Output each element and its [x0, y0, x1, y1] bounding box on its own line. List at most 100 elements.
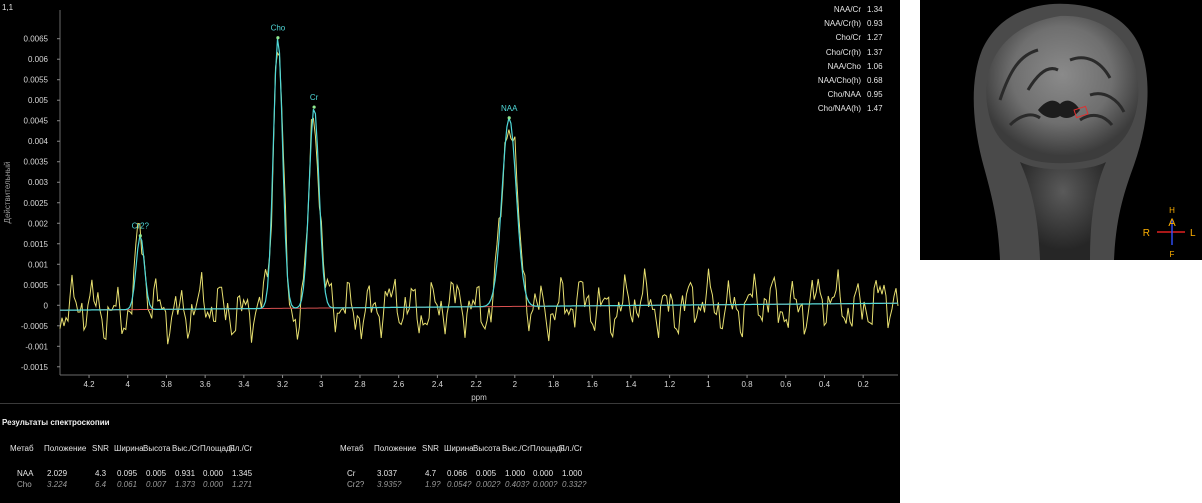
x-tick-label: 1	[706, 380, 711, 389]
x-tick-label: 0.2	[858, 380, 870, 389]
spectrum-chart[interactable]: -0.0015 -0.001 -0.0005 0 0.0005 0.001 0.0015 0.…	[0, 0, 900, 403]
peak-label: Cr	[310, 93, 319, 102]
results-cell: 6.4	[95, 480, 107, 489]
x-tick-label: 3	[319, 380, 324, 389]
results-cell: 3.037	[377, 469, 398, 478]
results-header-cell: Метаб	[10, 444, 34, 453]
results-header-cell: Ширина	[114, 444, 144, 453]
results-header-cell: Метаб	[340, 444, 364, 453]
results-cell: 4.7	[425, 469, 437, 478]
results-cell: 1.345	[232, 469, 253, 478]
ratio-row: NAA/Cr 1.34	[760, 3, 897, 17]
brain-sulci	[998, 48, 1126, 127]
results-cell: 1.9?	[425, 480, 441, 489]
results-cell: 0.066	[447, 469, 468, 478]
voxel-box[interactable]	[1073, 105, 1089, 119]
spectroscopy-viewer: -0.0015 -0.001 -0.0005 0 0.0005 0.001 0.0015 0.…	[0, 0, 900, 503]
results-title: Результаты спектроскопии	[2, 418, 110, 427]
x-tick-label: 1.8	[548, 380, 560, 389]
y-tick-label: 0.001	[28, 260, 49, 269]
ratio-row: NAA/Cho 1.06	[760, 60, 897, 74]
x-tick-label: 4.2	[83, 380, 95, 389]
results-header-cell: Площадь	[530, 444, 565, 453]
results-cell: NAA	[17, 469, 34, 478]
results-cell: 1.000	[562, 469, 583, 478]
ratio-label: NAA/Cho(h)	[817, 76, 861, 86]
y-tick-label: 0.0055	[24, 76, 49, 85]
brain-region	[986, 15, 1139, 164]
ratio-list: NAA/Cr 1.34 NAA/Cr(h) 0.93 Cho/Cr 1.27 Cho/Cr(…	[760, 3, 897, 117]
ratio-row: Cho/Cr(h) 1.37	[760, 46, 897, 60]
ratio-value: 0.95	[867, 90, 883, 100]
results-header-cell: Выс./Cr	[172, 444, 200, 453]
y-tick-label: 0.0025	[24, 199, 49, 208]
x-tick-label: 3.6	[200, 380, 212, 389]
ratio-value: 1.27	[867, 33, 883, 43]
peak-point[interactable]	[312, 105, 316, 109]
ratio-label: Cho/NAA(h)	[817, 104, 861, 114]
orientation-label-right: R	[1143, 228, 1150, 239]
ratio-row: NAA/Cr(h) 0.93	[760, 17, 897, 31]
series-raw-spectrum	[59, 51, 899, 345]
x-tick-label: 1.6	[587, 380, 599, 389]
mri-coronal-image: H A R L F	[920, 0, 1202, 260]
mri-thumbnail[interactable]: H A R L F	[920, 0, 1202, 260]
ratio-value: 0.68	[867, 76, 883, 86]
ratio-label: NAA/Cr	[833, 5, 861, 14]
results-header-cell: Положение	[44, 444, 87, 453]
ratio-row: NAA/Cho(h) 0.68	[760, 74, 897, 88]
orientation-label-anterior: A	[1168, 217, 1176, 229]
ratio-label: NAA/Cho	[827, 61, 861, 71]
x-tick-label: 3.8	[161, 380, 173, 389]
peak-point[interactable]	[507, 116, 511, 120]
x-tick-label: 1.2	[664, 380, 676, 389]
y-tick-label: 0.004	[28, 137, 49, 146]
results-header-cell: Положение	[374, 444, 417, 453]
results-cell: Cr2?	[347, 480, 365, 489]
ratio-row: Cho/NAA(h) 1.47	[760, 102, 897, 116]
results-header-cell: SNR	[92, 444, 109, 453]
y-tick-label: 0.0065	[24, 35, 49, 44]
x-tick-label: 3.2	[277, 380, 289, 389]
results-header-cell: Высота	[143, 444, 171, 453]
peak-point[interactable]	[138, 234, 142, 238]
series-layer	[59, 36, 899, 345]
x-tick-label: 2.6	[393, 380, 405, 389]
x-tick-label: 0.8	[741, 380, 753, 389]
x-tick-label: 2.4	[432, 380, 444, 389]
results-header-cell: Высота	[473, 444, 501, 453]
results-cell: 0.000	[533, 469, 554, 478]
chart-background	[0, 0, 900, 403]
peak-label: NAA	[501, 104, 518, 113]
series-fit	[60, 38, 898, 311]
results-cell: 3.935?	[377, 480, 402, 489]
results-cell: 0.000	[203, 469, 224, 478]
ratio-label: Cho/Cr	[835, 33, 861, 43]
peak-label: Cr2?	[132, 222, 150, 231]
results-cell: 0.931	[175, 469, 196, 478]
y-tick-label: 0.0005	[24, 281, 49, 290]
results-header-cell: Пл./Cr	[229, 444, 253, 453]
x-tick-label: 3.4	[238, 380, 250, 389]
y-tick-label: 0.005	[28, 96, 49, 105]
ratio-label: Cho/NAA	[827, 90, 861, 100]
y-tick-label: -0.0005	[21, 322, 49, 331]
x-tick-label: 4	[126, 380, 131, 389]
ratio-value: 1.34	[867, 5, 883, 14]
orientation-label-head: H	[1169, 206, 1175, 215]
axis-ticks: -0.0015 -0.001 -0.0005 0 0.0005 0.001 0.0015 0.…	[3, 10, 898, 402]
peak-point[interactable]	[276, 36, 280, 40]
results-header-cell: Ширина	[444, 444, 474, 453]
results-cell: 3.224	[47, 480, 68, 489]
x-tick-label: 1.4	[625, 380, 637, 389]
ratio-value: 1.37	[867, 47, 883, 57]
x-tick-label: 2.8	[354, 380, 366, 389]
ratio-value: 0.93	[867, 19, 883, 29]
results-header-cell: Пл./Cr	[559, 444, 583, 453]
results-cell: 4.3	[95, 469, 107, 478]
divider	[0, 403, 900, 404]
results-cell: 1.271	[232, 480, 253, 489]
orientation-label-left: L	[1190, 228, 1196, 239]
y-tick-label: 0.0015	[24, 240, 49, 249]
results-cell: Cr	[347, 469, 356, 478]
